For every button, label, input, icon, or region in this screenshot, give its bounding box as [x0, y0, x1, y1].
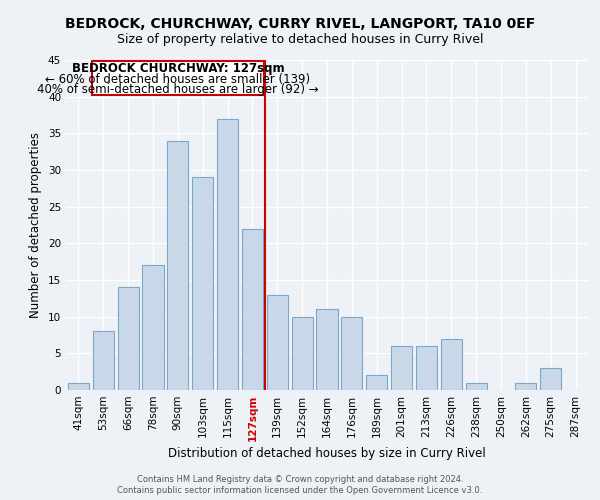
Bar — [217, 118, 238, 390]
Bar — [540, 368, 561, 390]
Bar — [441, 338, 462, 390]
X-axis label: Distribution of detached houses by size in Curry Rivel: Distribution of detached houses by size … — [168, 447, 486, 460]
Bar — [515, 382, 536, 390]
Bar — [93, 332, 114, 390]
Bar — [68, 382, 89, 390]
Text: BEDROCK CHURCHWAY: 127sqm: BEDROCK CHURCHWAY: 127sqm — [71, 62, 284, 76]
Bar — [167, 140, 188, 390]
Bar — [292, 316, 313, 390]
Text: BEDROCK, CHURCHWAY, CURRY RIVEL, LANGPORT, TA10 0EF: BEDROCK, CHURCHWAY, CURRY RIVEL, LANGPOR… — [65, 18, 535, 32]
Bar — [118, 288, 139, 390]
Text: Contains public sector information licensed under the Open Government Licence v3: Contains public sector information licen… — [118, 486, 482, 495]
FancyBboxPatch shape — [92, 62, 263, 95]
Bar — [267, 294, 288, 390]
Text: ← 60% of detached houses are smaller (139): ← 60% of detached houses are smaller (13… — [45, 72, 310, 86]
Bar — [192, 178, 213, 390]
Bar — [142, 266, 164, 390]
Text: Size of property relative to detached houses in Curry Rivel: Size of property relative to detached ho… — [117, 32, 483, 46]
Bar — [316, 310, 338, 390]
Y-axis label: Number of detached properties: Number of detached properties — [29, 132, 43, 318]
Bar — [466, 382, 487, 390]
Bar — [416, 346, 437, 390]
Bar — [366, 376, 387, 390]
Text: Contains HM Land Registry data © Crown copyright and database right 2024.: Contains HM Land Registry data © Crown c… — [137, 475, 463, 484]
Text: 40% of semi-detached houses are larger (92) →: 40% of semi-detached houses are larger (… — [37, 82, 319, 96]
Bar — [341, 316, 362, 390]
Bar — [242, 228, 263, 390]
Bar — [391, 346, 412, 390]
